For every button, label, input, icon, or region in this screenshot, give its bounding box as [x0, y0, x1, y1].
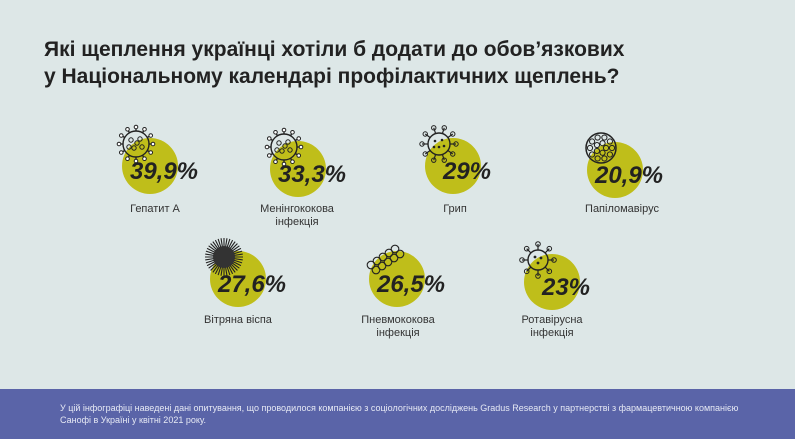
- value-circle: [122, 138, 178, 194]
- title-line-2: у Національному календарі профілактичних…: [44, 65, 620, 88]
- title-line-1: Які щеплення українці хотіли б додати до…: [44, 38, 625, 61]
- value-circle: [524, 254, 580, 310]
- page-title: Які щеплення українці хотіли б додати до…: [44, 36, 764, 90]
- spiky-virus-icon: [116, 124, 156, 164]
- value-label: 20,9%: [594, 162, 663, 189]
- value-label: 33,3%: [278, 161, 346, 188]
- pneumococcus-chain-icon: [366, 244, 405, 275]
- value-label: 39,9%: [130, 158, 198, 185]
- spiky-virus-icon: [264, 127, 304, 167]
- bubble-4: 20,9% Папіломавірус: [585, 132, 663, 215]
- value-circle: [425, 138, 481, 194]
- category-label: Папіломавірус: [585, 203, 659, 215]
- value-circle: [369, 251, 425, 307]
- footer-bar: У цій інфографіці наведені дані опитуван…: [0, 389, 795, 439]
- value-label: 26,5%: [376, 271, 445, 298]
- category-label: Гепатит А: [130, 203, 180, 215]
- bubble-2: 33,3% Менінгококова інфекція: [260, 127, 346, 228]
- papilloma-virus-icon: [585, 132, 617, 164]
- rotavirus-icon: [519, 241, 557, 279]
- influenza-virus-icon: [419, 125, 459, 163]
- bubble-chart: 39,9% Гепатит А 33,3% Менінгококова інфекція…: [116, 124, 663, 339]
- category-label: Грип: [443, 203, 467, 215]
- value-circle: [270, 141, 326, 197]
- category-label: Вітряна віспа: [204, 314, 273, 326]
- bubble-1: 39,9% Гепатит А: [116, 124, 198, 215]
- category-label: Ротавірусна інфекція: [521, 314, 583, 339]
- value-label: 23%: [541, 274, 590, 301]
- category-label: Менінгококова інфекція: [260, 203, 335, 228]
- value-label: 29%: [442, 158, 491, 185]
- varicella-virus-icon: [205, 238, 243, 276]
- bubble-3: 29% Грип: [419, 125, 491, 215]
- bubble-7: 23% Ротавірусна інфекція: [519, 241, 590, 339]
- bubble-5: 27,6% Вітряна віспа: [204, 238, 286, 326]
- value-circle: [587, 142, 643, 198]
- category-label: Пневмококова інфекція: [361, 314, 435, 339]
- value-label: 27,6%: [217, 271, 286, 298]
- bubble-6: 26,5% Пневмококова інфекція: [361, 244, 445, 339]
- footer-note: У цій інфографіці наведені дані опитуван…: [60, 403, 739, 425]
